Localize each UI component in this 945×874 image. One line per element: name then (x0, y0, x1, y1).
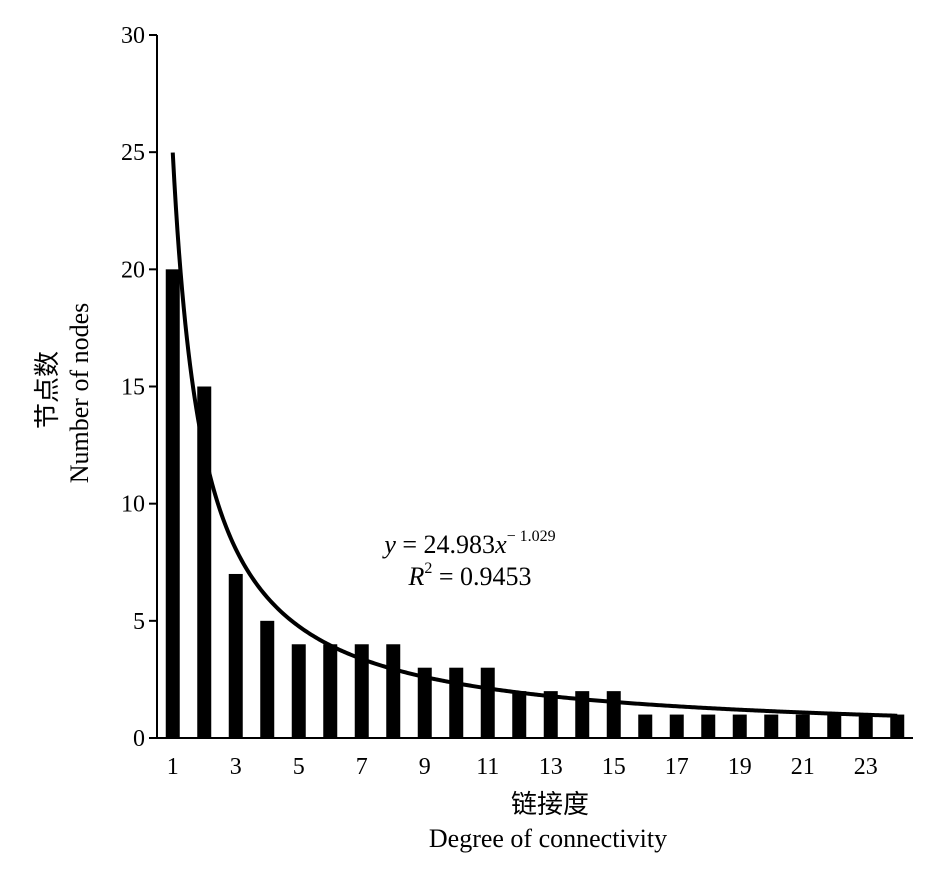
y-axis-title-en: Number of nodes (65, 303, 94, 484)
bar (890, 714, 905, 738)
y-tick-label: 5 (133, 609, 145, 635)
bar (512, 691, 527, 738)
x-tick-label: 15 (602, 754, 626, 780)
y-tick-label: 20 (121, 257, 145, 283)
bar (417, 667, 432, 738)
bar (764, 714, 779, 738)
bar (669, 714, 684, 738)
bar (323, 644, 338, 738)
y-tick-label: 30 (121, 23, 145, 49)
bars (165, 269, 905, 738)
x-tick-label: 9 (419, 754, 431, 780)
x-tick-label: 21 (791, 754, 815, 780)
fit-r-squared: R2 = 0.9453 (407, 560, 531, 591)
x-tick-label: 11 (476, 754, 499, 780)
bar (291, 644, 306, 738)
bar (575, 691, 590, 738)
bar (638, 714, 653, 738)
bar (543, 691, 558, 738)
x-tick-label: 7 (356, 754, 368, 780)
bar (480, 667, 495, 738)
x-axis-title-en: Degree of connectivity (429, 824, 667, 853)
bar (228, 573, 243, 738)
bar (732, 714, 747, 738)
y-tick-label: 15 (121, 375, 145, 401)
fit-equation: y = 24.983x− 1.029 (381, 528, 555, 559)
x-tick-label: 23 (854, 754, 878, 780)
x-tick-label: 19 (728, 754, 752, 780)
x-tick-label: 3 (230, 754, 242, 780)
bar (386, 644, 401, 738)
x-tick-label: 13 (539, 754, 563, 780)
fit-curve (170, 152, 898, 718)
bar (354, 644, 369, 738)
bar (606, 691, 621, 738)
bar (165, 269, 180, 738)
bar (260, 620, 275, 738)
x-axis-title-cn: 链接度 (511, 790, 589, 819)
y-tick-label: 25 (121, 140, 145, 166)
bar (858, 714, 873, 738)
bar (795, 714, 810, 738)
x-tick-label: 5 (293, 754, 305, 780)
x-tick-label: 1 (167, 754, 179, 780)
bar (449, 667, 464, 738)
y-axis-title-cn: 节点数 (33, 351, 62, 429)
bar (197, 386, 212, 738)
bar (701, 714, 716, 738)
y-tick-label: 0 (133, 726, 145, 752)
y-tick-label: 10 (121, 492, 145, 518)
bar (827, 714, 842, 738)
x-tick-label: 17 (665, 754, 689, 780)
